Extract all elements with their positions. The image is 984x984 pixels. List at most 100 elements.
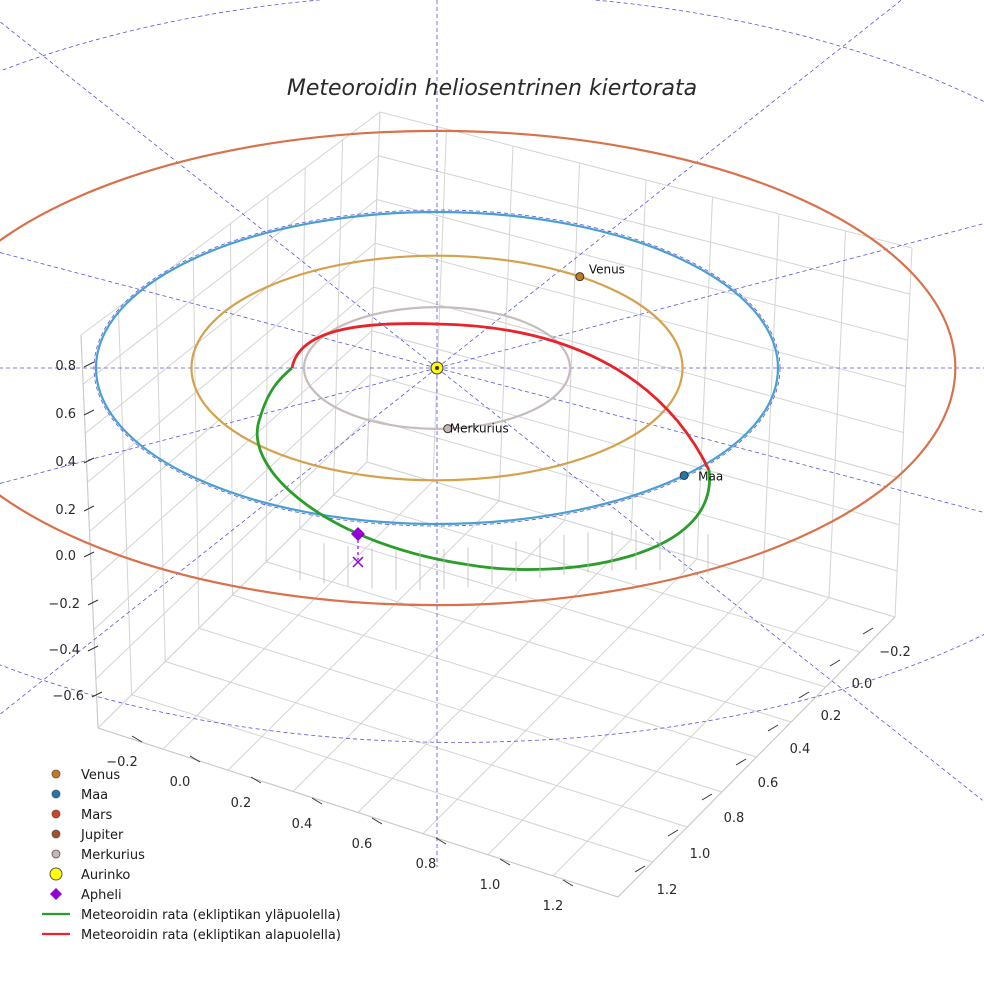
left-wall-grid-line [82,155,379,385]
z-tick-label: 0.0 [55,549,76,564]
y-tick-mark [829,659,841,667]
y-tick-label: 0.6 [758,776,779,791]
x-tick-mark [189,755,201,763]
orbit-mars [0,129,957,607]
right-wall-grid-line [374,242,906,387]
z-tick-mark [87,599,99,606]
z-tick-mark [83,409,95,416]
left-wall-grid-line [332,139,344,496]
z-tick-mark [83,505,95,512]
z-tick-label: 0.2 [55,503,76,518]
planet-label-venus: Venus [589,263,625,277]
x-tick-mark [131,735,143,743]
right-wall-grid-line [762,213,780,579]
legend-marker [51,829,61,839]
z-tick-mark [83,361,95,368]
right-wall-grid-line [376,199,908,341]
y-tick-label: 0.2 [821,709,842,724]
legend-marker [51,849,61,859]
z-tick-mark [87,645,99,652]
z-tick-label: −0.4 [48,643,80,658]
ecliptic-spoke [436,0,903,369]
z-tick-label: 0.4 [55,455,76,470]
legend-label: Merkurius [81,848,145,863]
ecliptic-spoke [436,367,983,801]
legend-marker [50,888,62,900]
right-wall-grid-line [696,196,713,559]
axis-ticks: 0.8 0.6 0.4 0.2 0.0 −0.2 −0.4 −0.6 −0.2 0.0 0.2 0.4… [48,359,910,914]
floor-grid-line [232,594,757,758]
z-tick-mark [91,691,103,698]
planet-marker-maa [679,470,689,480]
x-tick-label: 0.0 [170,775,191,790]
x-tick-label: 0.4 [292,817,313,832]
floor-grid-line [333,494,861,653]
z-tick-label: −0.6 [52,689,84,704]
legend-label: Venus [81,768,120,783]
x-tick-label: 1.0 [480,878,501,893]
ecliptic-spoke [0,252,438,369]
planet-label-maa: Maa [698,469,723,483]
meteoroid-orbit-below [290,322,711,471]
legend: Venus Maa Mars Jupiter Merkurius Aurinko Aphel… [42,768,341,943]
x-tick-label: 1.2 [543,899,564,914]
planet-label-merkurius: Merkurius [450,422,509,436]
ecliptic-spoke [436,367,984,513]
axis-grid [80,111,913,898]
left-wall-grid-line [84,199,378,434]
sun-center-dot [435,366,439,370]
left-wall-grid-line [265,195,269,562]
legend-label: Apheli [81,888,122,903]
x-tick-mark [250,776,262,784]
y-tick-label: 1.2 [657,883,678,898]
y-tick-mark [735,758,747,766]
legend-label: Meteoroidin rata (ekliptikan yläpuolella… [81,908,341,923]
y-tick-mark [767,724,779,732]
left-wall-grid-line [87,242,376,483]
orbit-merkurius [302,306,572,430]
meteoroid-orbit-above [255,366,711,571]
legend-marker [51,769,61,779]
x-tick-mark [371,817,383,825]
right-wall-grid-line [379,111,913,249]
planet-markers: VenusMaaMarsMerkurius [430,263,723,483]
floor-grid-line [265,561,792,723]
meteoroid-orbit [255,322,711,590]
x-tick-mark [311,797,323,805]
ecliptic-reference-grid [0,0,984,868]
legend-marker [51,789,61,799]
ecliptic-spoke [0,367,438,715]
y-tick-mark [667,829,679,837]
floor-grid-line [422,558,698,834]
aphelion-marker [351,527,365,541]
x-tick-mark [562,879,574,887]
left-wall-grid-line [89,286,374,532]
box-edge [617,616,896,898]
y-tick-mark [862,627,874,635]
y-tick-label: 1.0 [690,847,711,862]
right-wall-grid-line [378,155,911,295]
right-wall-grid-line [828,230,846,598]
y-tick-label: 0.4 [790,742,811,757]
x-tick-mark [435,837,447,845]
right-wall-grid-line [373,286,904,433]
ecliptic-spoke [0,367,438,484]
y-tick-label: 0.0 [852,677,873,692]
orbit-maa [94,210,780,526]
y-tick-label: 0.8 [724,811,745,826]
floor-grid-line [552,597,830,877]
x-tick-label: 0.8 [416,857,437,872]
y-tick-label: −0.2 [879,645,911,660]
floor-grid-line [487,577,764,856]
z-tick-label: 0.6 [55,407,76,422]
planet-marker-venus [575,272,585,282]
legend-label: Mars [81,808,113,823]
z-tick-mark [83,551,95,558]
legend-label: Aurinko [81,868,130,883]
y-tick-mark [701,793,713,801]
z-tick-mark [83,457,95,464]
legend-marker [51,809,61,819]
legend-marker [49,867,63,881]
planet-marker-merkurius [443,424,453,434]
